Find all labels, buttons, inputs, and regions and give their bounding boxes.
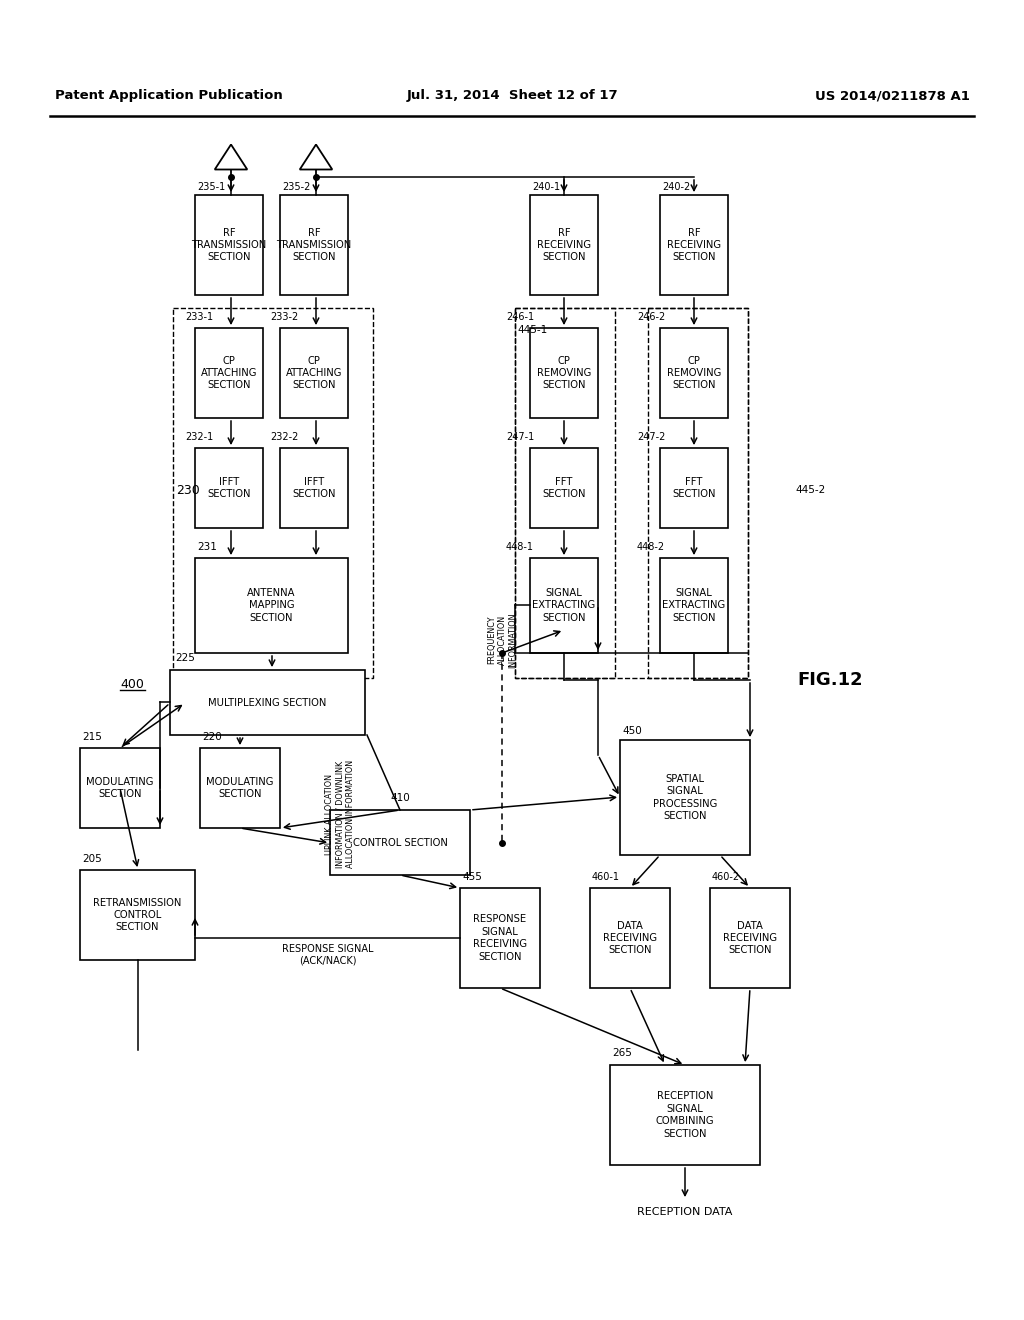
Text: 246-2: 246-2 xyxy=(637,312,666,322)
Text: 246-1: 246-1 xyxy=(506,312,535,322)
Text: DATA
RECEIVING
SECTION: DATA RECEIVING SECTION xyxy=(723,920,777,956)
Text: IFFT
SECTION: IFFT SECTION xyxy=(207,477,251,499)
Bar xyxy=(330,810,470,875)
Text: SPATIAL
SIGNAL
PROCESSING
SECTION: SPATIAL SIGNAL PROCESSING SECTION xyxy=(653,774,717,821)
Text: 445-1: 445-1 xyxy=(517,325,547,335)
Text: IFFT
SECTION: IFFT SECTION xyxy=(292,477,336,499)
Text: 240-2: 240-2 xyxy=(662,182,690,191)
Text: 265: 265 xyxy=(612,1048,632,1059)
Bar xyxy=(195,447,263,528)
Text: 235-2: 235-2 xyxy=(282,182,310,191)
Text: DATA
RECEIVING
SECTION: DATA RECEIVING SECTION xyxy=(603,920,657,956)
Bar xyxy=(280,447,348,528)
Bar xyxy=(660,558,728,653)
Text: RESPONSE
SIGNAL
RECEIVING
SECTION: RESPONSE SIGNAL RECEIVING SECTION xyxy=(473,915,527,961)
Text: RF
TRANSMISSION
SECTION: RF TRANSMISSION SECTION xyxy=(191,227,266,263)
Text: US 2014/0211878 A1: US 2014/0211878 A1 xyxy=(815,90,970,103)
Bar xyxy=(170,671,365,735)
Text: CP
REMOVING
SECTION: CP REMOVING SECTION xyxy=(537,355,591,391)
Text: 240-1: 240-1 xyxy=(532,182,560,191)
Text: 232-1: 232-1 xyxy=(185,432,213,442)
Text: FIG.12: FIG.12 xyxy=(798,671,863,689)
Bar xyxy=(80,870,195,960)
Bar xyxy=(648,308,748,678)
Bar xyxy=(195,195,263,294)
Bar xyxy=(660,327,728,418)
Text: 225: 225 xyxy=(175,653,195,663)
Text: RESPONSE SIGNAL
(ACK/NACK): RESPONSE SIGNAL (ACK/NACK) xyxy=(283,944,374,966)
Text: 233-1: 233-1 xyxy=(185,312,213,322)
Bar xyxy=(280,327,348,418)
Bar xyxy=(280,195,348,294)
Text: 410: 410 xyxy=(390,793,410,803)
Bar xyxy=(710,888,790,987)
Text: SIGNAL
EXTRACTING
SECTION: SIGNAL EXTRACTING SECTION xyxy=(532,589,596,623)
Text: UPLINK ALLOCATION
INFORMATION / DOWNLINK
ALLOCATION INFORMATION: UPLINK ALLOCATION INFORMATION / DOWNLINK… xyxy=(325,760,355,869)
Text: 231: 231 xyxy=(197,543,217,552)
Text: 230: 230 xyxy=(176,483,200,496)
Text: 215: 215 xyxy=(82,733,101,742)
Text: 455: 455 xyxy=(462,873,482,882)
Text: MODULATING
SECTION: MODULATING SECTION xyxy=(86,776,154,799)
Text: RECEPTION
SIGNAL
COMBINING
SECTION: RECEPTION SIGNAL COMBINING SECTION xyxy=(655,1092,715,1139)
Bar xyxy=(200,748,280,828)
Text: CP
ATTACHING
SECTION: CP ATTACHING SECTION xyxy=(201,355,257,391)
Text: Jul. 31, 2014  Sheet 12 of 17: Jul. 31, 2014 Sheet 12 of 17 xyxy=(407,90,617,103)
Text: MULTIPLEXING SECTION: MULTIPLEXING SECTION xyxy=(208,697,327,708)
Bar xyxy=(515,308,615,678)
Bar xyxy=(530,447,598,528)
Text: FFT
SECTION: FFT SECTION xyxy=(672,477,716,499)
Text: RECEPTION DATA: RECEPTION DATA xyxy=(637,1206,733,1217)
Bar xyxy=(660,195,728,294)
Text: 247-2: 247-2 xyxy=(637,432,666,442)
Text: 235-1: 235-1 xyxy=(197,182,225,191)
Text: 205: 205 xyxy=(82,854,101,865)
Text: SIGNAL
EXTRACTING
SECTION: SIGNAL EXTRACTING SECTION xyxy=(663,589,726,623)
Text: 400: 400 xyxy=(120,678,144,690)
Text: 247-1: 247-1 xyxy=(506,432,535,442)
Bar xyxy=(610,1065,760,1166)
Text: RF
RECEIVING
SECTION: RF RECEIVING SECTION xyxy=(667,227,721,263)
Text: 448-2: 448-2 xyxy=(637,543,666,552)
Bar xyxy=(460,888,540,987)
Text: MODULATING
SECTION: MODULATING SECTION xyxy=(206,776,273,799)
Bar xyxy=(590,888,670,987)
Text: FFT
SECTION: FFT SECTION xyxy=(543,477,586,499)
Text: CONTROL SECTION: CONTROL SECTION xyxy=(352,837,447,847)
Bar xyxy=(173,308,373,678)
Bar xyxy=(620,741,750,855)
Text: 233-2: 233-2 xyxy=(270,312,298,322)
Text: Patent Application Publication: Patent Application Publication xyxy=(55,90,283,103)
Bar xyxy=(530,195,598,294)
Bar xyxy=(530,558,598,653)
Text: RF
RECEIVING
SECTION: RF RECEIVING SECTION xyxy=(537,227,591,263)
Text: 232-2: 232-2 xyxy=(270,432,298,442)
Text: 448-1: 448-1 xyxy=(506,543,534,552)
Text: CP
ATTACHING
SECTION: CP ATTACHING SECTION xyxy=(286,355,342,391)
Text: 460-2: 460-2 xyxy=(712,873,740,882)
Text: RF
TRANSMISSION
SECTION: RF TRANSMISSION SECTION xyxy=(276,227,351,263)
Bar xyxy=(80,748,160,828)
Text: RETRANSMISSION
CONTROL
SECTION: RETRANSMISSION CONTROL SECTION xyxy=(93,898,181,932)
Bar xyxy=(530,327,598,418)
Text: FREQUENCY
ALLOCATION
INFORMATION: FREQUENCY ALLOCATION INFORMATION xyxy=(487,612,517,668)
Text: 450: 450 xyxy=(622,726,642,737)
Text: CP
REMOVING
SECTION: CP REMOVING SECTION xyxy=(667,355,721,391)
Bar xyxy=(195,327,263,418)
Text: ANTENNA
MAPPING
SECTION: ANTENNA MAPPING SECTION xyxy=(247,589,296,623)
Bar xyxy=(660,447,728,528)
Bar xyxy=(195,558,348,653)
Text: 445-2: 445-2 xyxy=(795,484,825,495)
Text: 460-1: 460-1 xyxy=(592,873,620,882)
Text: 220: 220 xyxy=(202,733,222,742)
Bar xyxy=(515,308,748,678)
